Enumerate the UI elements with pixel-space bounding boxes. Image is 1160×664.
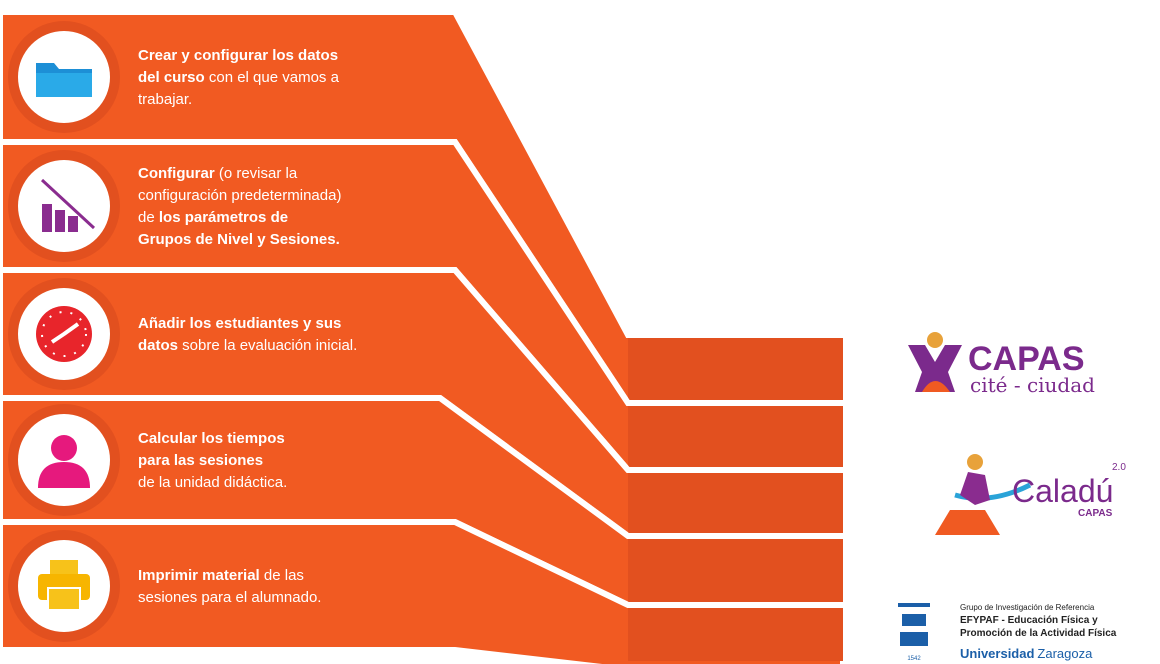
text-run: sobre la evaluación inicial. xyxy=(178,337,357,354)
unizar-emblem xyxy=(900,632,928,646)
caladu-logo: Caladú 2.0 CAPAS xyxy=(935,454,1126,535)
text-run: Configurar xyxy=(138,165,215,182)
text-run: (o revisar la xyxy=(215,165,298,182)
unizar-name: Universidad Zaragoza xyxy=(960,646,1093,661)
step-text: para las sesiones xyxy=(138,452,263,469)
step-text: sesiones para el alumnado. xyxy=(138,589,321,606)
step-icon xyxy=(38,560,90,611)
caladu-ribbon xyxy=(954,482,1032,501)
step-text: Grupos de Nivel y Sesiones. xyxy=(138,231,340,248)
text-run: de la unidad didáctica. xyxy=(138,474,287,491)
capas-icon-base xyxy=(922,381,950,392)
capas-logo: CAPAS cité - ciudad xyxy=(908,332,1095,397)
capas-title: CAPAS xyxy=(968,340,1085,378)
text-run: para las sesiones xyxy=(138,452,263,469)
text-run: Calcular los tiempos xyxy=(138,430,285,447)
unizar-line: Promoción de la Actividad Física xyxy=(960,628,1117,639)
text-run: de xyxy=(138,209,159,226)
text-run: de las xyxy=(260,567,304,584)
icon-shape xyxy=(36,73,92,97)
step-text: de los parámetros de xyxy=(138,209,288,226)
step-text: Añadir los estudiantes y sus xyxy=(138,315,341,332)
icon-shape xyxy=(50,560,78,574)
unizar-emblem xyxy=(902,614,926,626)
unizar-name-bold: Universidad xyxy=(960,646,1034,661)
icon-shape xyxy=(38,462,90,488)
icon-shape xyxy=(41,311,87,357)
caladu-runner xyxy=(960,472,990,505)
step-text: de la unidad didáctica. xyxy=(138,474,287,491)
icon-circle xyxy=(18,160,110,252)
icon-shape xyxy=(40,178,96,230)
step-icon xyxy=(36,306,92,362)
unizar-logo: 1542 Grupo de Investigación de Referenci… xyxy=(898,603,1117,662)
unizar-line: Grupo de Investigación de Referencia xyxy=(960,603,1095,612)
capas-icon xyxy=(908,345,962,392)
capas-icon-head xyxy=(927,332,943,348)
step-text: Crear y configurar los datos xyxy=(138,47,338,64)
icon-shape xyxy=(47,587,81,611)
text-run: Crear y configurar los datos xyxy=(138,47,338,64)
text-run: Añadir los estudiantes y sus xyxy=(138,315,341,332)
step-icon xyxy=(36,63,92,97)
caladu-subtitle: CAPAS xyxy=(1078,508,1113,519)
capas-subtitle: cité - ciudad xyxy=(970,373,1095,397)
step-bar xyxy=(628,473,843,533)
step-bar xyxy=(628,608,843,661)
icon-shape xyxy=(68,216,78,232)
icon-shape xyxy=(42,204,52,232)
unizar-name-regular: Zaragoza xyxy=(1037,646,1093,661)
step-text: trabajar. xyxy=(138,91,192,108)
text-run: del curso xyxy=(138,69,205,86)
text-run: los parámetros de xyxy=(159,209,288,226)
step-text: del curso con el que vamos a xyxy=(138,69,340,86)
step-bar xyxy=(628,406,843,467)
icon-shape xyxy=(50,322,80,344)
text-run: trabajar. xyxy=(138,91,192,108)
icon-shape xyxy=(51,435,77,461)
step-bar xyxy=(628,539,843,602)
step-bar xyxy=(628,338,843,400)
step-text: configuración predeterminada) xyxy=(138,187,341,204)
caladu-track xyxy=(935,510,1000,535)
text-run: Grupos de Nivel y Sesiones. xyxy=(138,231,340,248)
step-text: Calcular los tiempos xyxy=(138,430,285,447)
text-run: sesiones para el alumnado. xyxy=(138,589,321,606)
text-run: datos xyxy=(138,337,178,354)
icon-shape xyxy=(55,210,65,232)
step-text: Configurar (o revisar la xyxy=(138,165,298,182)
text-run: configuración predeterminada) xyxy=(138,187,341,204)
unizar-line: EFYPAF - Educación Física y xyxy=(960,615,1098,626)
step-text: Imprimir material de las xyxy=(138,567,304,584)
text-run: con el que vamos a xyxy=(205,69,340,86)
unizar-year: 1542 xyxy=(907,656,921,662)
caladu-title: Caladú xyxy=(1012,473,1113,509)
bands: Crear y configurar los datos del curso co… xyxy=(0,9,846,664)
unizar-emblem xyxy=(898,603,930,607)
text-run: Imprimir material xyxy=(138,567,260,584)
caladu-version: 2.0 xyxy=(1112,462,1126,473)
caladu-runner-head xyxy=(967,454,983,470)
step-text: datos sobre la evaluación inicial. xyxy=(138,337,357,354)
step-icon xyxy=(38,435,90,488)
step-icon xyxy=(40,178,96,232)
